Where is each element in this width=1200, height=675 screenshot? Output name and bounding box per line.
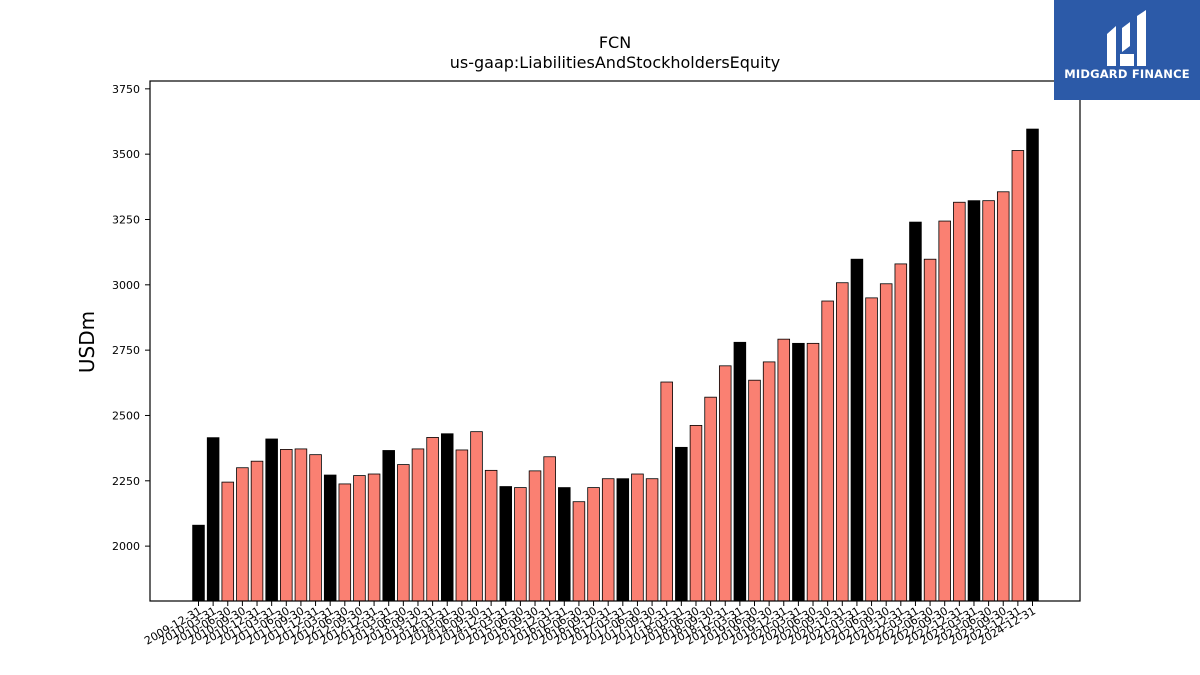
bar: [806, 342, 820, 602]
bar: [865, 297, 878, 602]
bar: [514, 487, 527, 602]
y-tick-label: 2500: [112, 409, 140, 422]
bar: [850, 258, 864, 602]
bar: [601, 478, 615, 602]
bar: [645, 478, 659, 602]
bar: [894, 263, 908, 602]
chart-subtitle: us-gaap:LiabilitiesAndStockholdersEquity: [450, 53, 781, 72]
bar: [206, 437, 220, 602]
bar: [440, 433, 454, 602]
chart-title: FCN: [599, 33, 631, 52]
bar: [982, 200, 995, 602]
plot-frame: [149, 80, 1081, 602]
y-tick-label: 3750: [112, 83, 140, 96]
bar: [470, 431, 483, 602]
bars-group: [192, 128, 1039, 602]
bar: [265, 438, 278, 602]
bar: [675, 446, 688, 602]
bar: [250, 460, 264, 602]
midgard-logo-icon: [1107, 10, 1146, 66]
y-axis-label: USDm: [75, 311, 99, 373]
bar: [543, 456, 556, 602]
bar: [879, 283, 893, 602]
bar: [484, 469, 498, 602]
bar: [426, 437, 439, 602]
y-tick-label: 3500: [112, 148, 140, 161]
bar: [572, 501, 586, 602]
bar: [353, 475, 366, 602]
bar: [660, 381, 673, 602]
bar: [953, 201, 966, 602]
bar: [704, 396, 717, 602]
bar: [411, 448, 425, 602]
bar: [836, 282, 849, 602]
bar: [280, 449, 293, 602]
bar: [587, 487, 600, 602]
y-tick-label: 2250: [112, 475, 140, 488]
bar: [338, 483, 352, 602]
bar: [967, 200, 981, 602]
y-tick-label: 3250: [112, 213, 140, 226]
bar: [221, 481, 235, 602]
bar: [733, 341, 747, 602]
bar: [616, 478, 630, 602]
bar: [528, 470, 542, 602]
bar: [1026, 128, 1039, 602]
bar: [909, 221, 922, 602]
bar: [367, 473, 381, 602]
bar: [689, 424, 703, 602]
bar: [792, 342, 805, 602]
bar: [1011, 150, 1025, 602]
y-tick-label: 2750: [112, 344, 140, 357]
bar: [821, 300, 834, 602]
x-axis-ticks: 2009-12-312010-03-312010-06-302010-09-30…: [142, 601, 1038, 648]
y-axis-ticks: 2000 2250 2500 2750 3000 3250 3500 3750: [112, 83, 150, 553]
bar: [996, 191, 1010, 602]
y-tick-label: 3000: [112, 279, 140, 292]
bar: [762, 361, 776, 602]
brand-name: MIDGARD FINANCE: [1064, 67, 1190, 81]
bar: [499, 486, 513, 602]
bar: [382, 450, 395, 602]
bar: [397, 464, 410, 602]
bar: [323, 474, 337, 602]
bar: [938, 220, 951, 602]
bar: [294, 448, 308, 602]
bar: [309, 454, 322, 602]
bar: [631, 473, 644, 602]
bar: [923, 258, 937, 602]
brand-logo: MIDGARD FINANCE: [1054, 0, 1200, 100]
y-tick-label: 2000: [112, 540, 140, 553]
bar: [236, 467, 249, 602]
bar: [192, 524, 205, 602]
bar: [748, 379, 761, 602]
bar: [558, 487, 571, 602]
bar: [718, 365, 732, 602]
bar: [777, 338, 791, 602]
bar: [455, 449, 469, 602]
